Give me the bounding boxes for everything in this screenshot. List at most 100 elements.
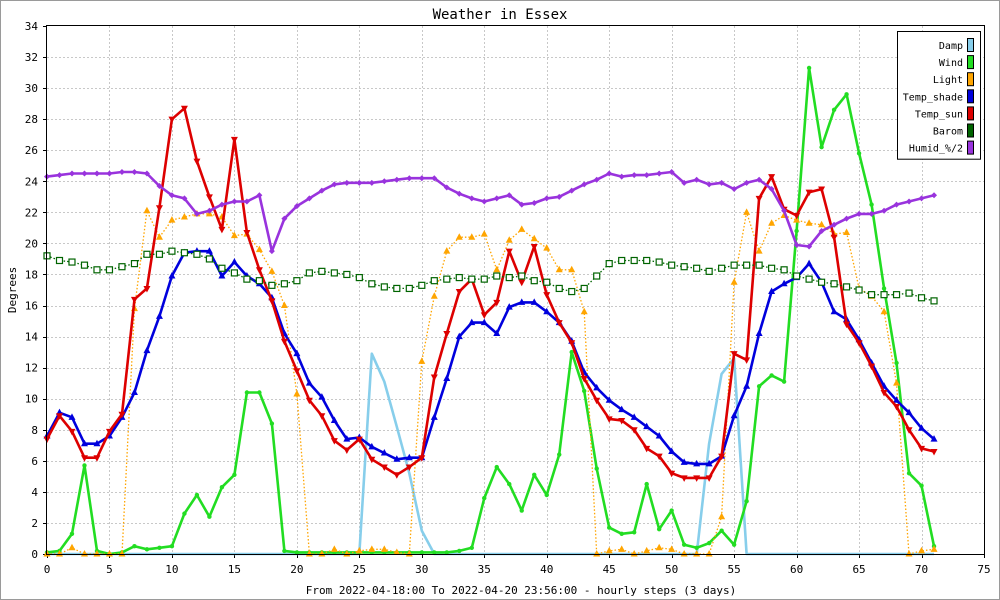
data-point-temp-sun [80,455,88,462]
data-point-temp-shade [668,447,676,455]
data-point-temp-sun [368,456,376,464]
data-point-humid-2 [868,210,875,217]
data-point-temp-shade [443,374,451,382]
data-point-barom [880,291,888,299]
y-tick-label: 4 [31,486,38,499]
data-point-light [568,265,576,273]
data-point-temp-sun [68,428,76,436]
data-point-wind [619,531,624,537]
legend-swatch-wind [967,55,974,70]
data-point-wind [182,511,187,516]
data-point-temp-shade [218,272,226,279]
data-point-wind [519,508,524,513]
data-point-temp-shade [505,303,513,310]
data-point-barom [605,260,613,268]
data-point-humid-2 [431,175,438,182]
data-point-light [730,278,738,285]
data-point-temp-sun [605,416,613,423]
data-point-wind [132,544,137,549]
data-point-light [543,244,551,251]
data-point-light [668,545,676,552]
data-point-light [180,213,188,220]
data-point-temp-shade [830,307,838,315]
data-point-light [455,233,463,240]
data-point-temp-sun [868,363,876,371]
data-point-temp-shade [155,312,163,319]
data-point-wind [744,499,749,504]
data-point-barom [380,283,388,291]
data-point-temp-shade [655,431,663,439]
data-point-light [893,379,901,386]
data-point-humid-2 [281,215,288,222]
data-point-temp-sun [243,230,251,237]
data-point-wind [594,466,599,471]
data-point-temp-sun [230,136,238,144]
data-point-barom [867,291,876,299]
data-point-humid-2 [268,248,275,255]
data-point-humid-2 [593,176,600,183]
data-point-temp-sun [143,285,151,293]
data-point-temp-sun [543,292,551,299]
data-point-temp-sun [593,397,601,405]
data-point-temp-sun [455,289,463,296]
data-point-light [505,236,513,243]
data-point-barom [68,258,76,266]
data-point-barom [530,277,538,285]
legend-box [897,31,981,160]
data-point-light [743,208,751,215]
legend-label-temp-sun: Temp_sun [915,109,963,120]
data-point-barom [930,297,938,305]
data-point-light [643,546,651,554]
data-point-barom [568,287,576,296]
data-point-wind [557,452,562,457]
data-point-wind [244,390,250,395]
data-point-temp-sun [718,453,726,461]
x-tick-label: 55 [728,563,741,576]
legend-swatch-temp-shade [967,89,974,104]
data-point-barom [355,273,363,282]
data-point-humid-2 [68,170,75,177]
data-point-wind [906,471,912,476]
data-point-barom [780,266,788,274]
data-point-wind [831,107,837,113]
data-point-humid-2 [368,179,375,186]
data-point-humid-2 [518,201,525,208]
data-point-temp-sun [918,445,926,453]
data-point-humid-2 [381,178,388,185]
data-point-wind [82,463,87,468]
data-point-light [843,228,851,236]
data-point-barom [905,289,913,297]
y-tick-label: 16 [25,300,38,313]
data-point-wind [219,485,225,490]
data-point-temp-shade [768,287,776,295]
data-point-temp-sun [405,464,413,472]
data-point-temp-shade [318,393,326,400]
y-tick-label: 26 [25,144,38,157]
y-tick-label: 24 [25,175,39,188]
x-tick-label: 70 [915,563,928,576]
data-point-temp-sun [493,299,501,307]
data-point-temp-shade [230,258,238,265]
data-point-temp-sun [518,279,526,287]
data-point-humid-2 [706,181,713,188]
data-point-temp-sun [318,413,326,420]
data-point-temp-sun [830,234,838,242]
y-tick-label: 2 [31,517,38,530]
data-point-humid-2 [568,187,575,194]
data-point-light [605,546,613,554]
series-humid-2 [44,168,938,255]
data-point-wind [681,542,687,547]
y-tick-label: 34 [25,20,39,33]
data-point-light [805,219,813,226]
data-point-temp-sun [880,389,888,397]
x-tick-label: 30 [415,563,428,576]
data-point-temp-shade [493,329,501,336]
data-point-temp-sun [693,475,701,482]
data-point-light [380,545,388,552]
x-tick-label: 25 [353,563,366,576]
data-point-wind [856,151,862,156]
legend: Damp Wind Light Temp_shade Temp_sun Barom Humi… [897,31,981,160]
data-point-barom [80,261,89,269]
